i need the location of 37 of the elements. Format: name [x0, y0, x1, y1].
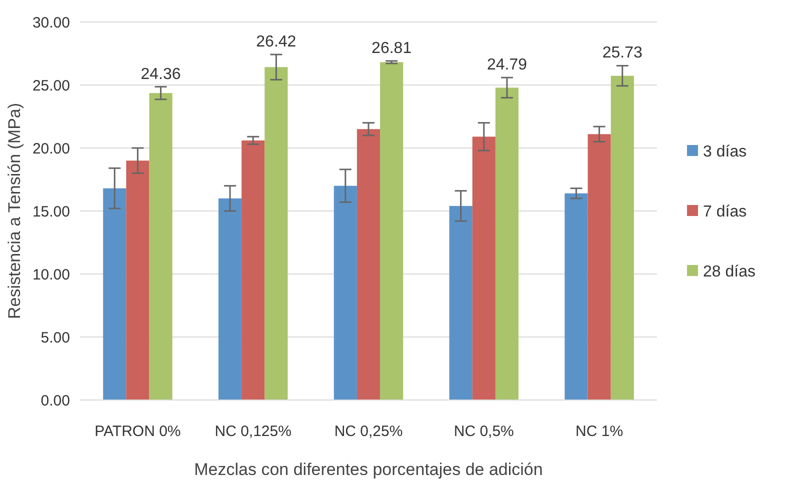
- bar: [472, 136, 496, 400]
- bar: [588, 134, 611, 400]
- bar: [264, 67, 288, 400]
- data-label: 25.73: [602, 44, 642, 62]
- data-label: 24.36: [140, 66, 181, 83]
- y-tick-label: 0.00: [40, 392, 70, 410]
- x-tick-label: NC 0,5%: [454, 423, 514, 440]
- x-tick-label: NC 0,125%: [214, 423, 292, 440]
- legend-label: 28 días: [703, 264, 756, 281]
- legend-label: 7 días: [703, 204, 747, 221]
- y-tick-label: 5.00: [40, 329, 70, 346]
- bar: [149, 93, 172, 400]
- bar: [380, 62, 404, 400]
- bar: [334, 186, 357, 400]
- bar: [242, 140, 265, 400]
- x-tick-label: NC 0,25%: [334, 423, 403, 440]
- y-tick-label: 25.00: [32, 77, 70, 94]
- y-tick-label: 15.00: [32, 203, 70, 220]
- x-tick-label: PATRON 0%: [94, 423, 181, 440]
- bar: [449, 206, 472, 400]
- y-tick-label: 10.00: [32, 266, 70, 284]
- legend-label: 3 días: [703, 144, 747, 161]
- bar: [218, 198, 242, 400]
- y-tick-label: 30.00: [32, 14, 70, 32]
- bar: [356, 129, 380, 400]
- data-label: 24.79: [486, 56, 528, 74]
- x-tick-label: NC 1%: [576, 423, 624, 440]
- bar: [126, 160, 150, 400]
- data-label: 26.42: [256, 34, 296, 51]
- y-tick-label: 20.00: [32, 140, 70, 158]
- y-axis-title: Resistencia a Tensión (MPa): [5, 102, 24, 320]
- data-label: 26.81: [372, 40, 412, 57]
- bar: [495, 88, 519, 400]
- bar: [610, 76, 634, 400]
- bar: [103, 188, 126, 400]
- bar: [564, 193, 588, 400]
- x-axis-title: Mezclas con diferentes porcentajes de adición: [194, 460, 543, 479]
